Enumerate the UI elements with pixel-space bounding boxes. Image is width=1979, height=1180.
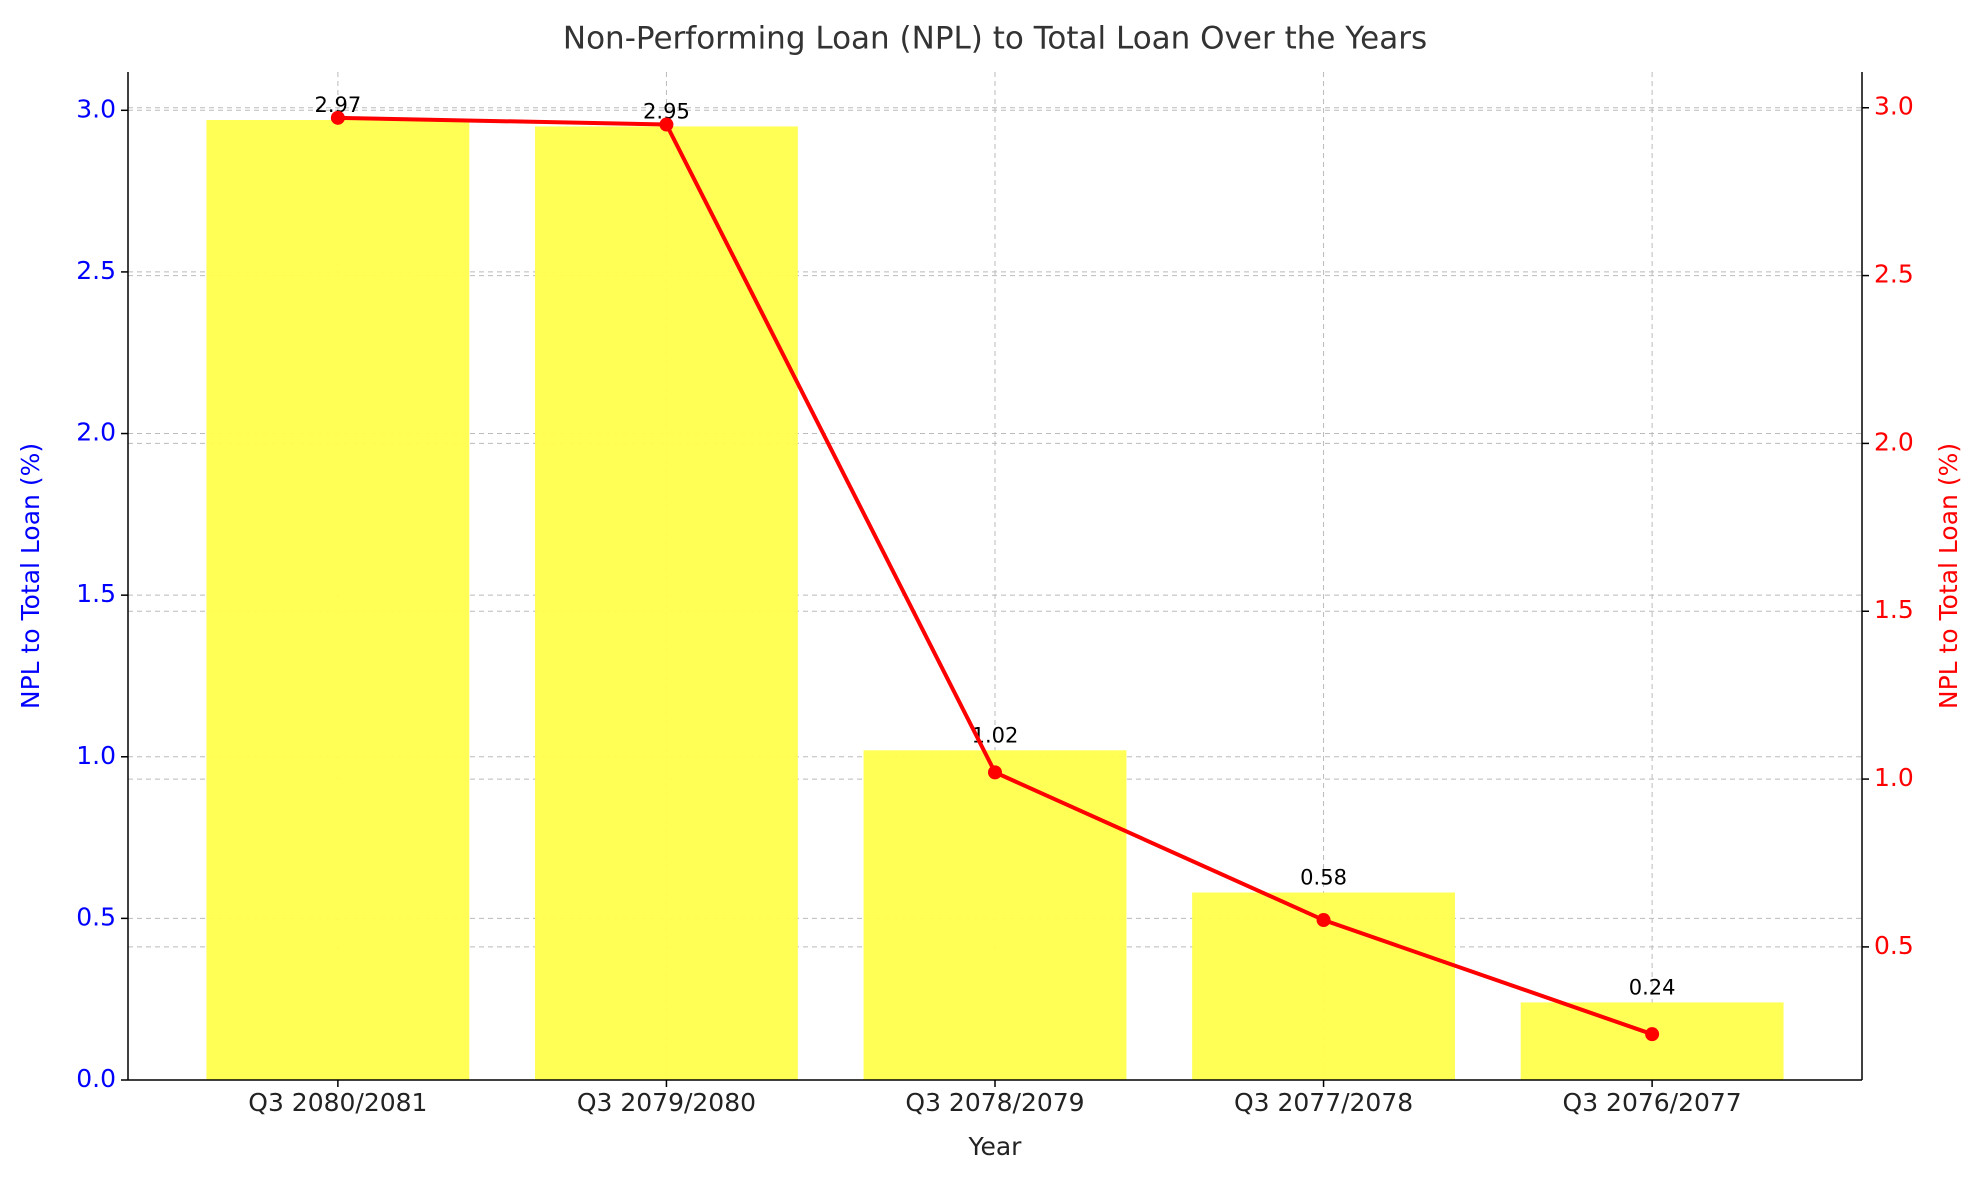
y-tick-label: 0.5	[76, 902, 116, 931]
y2-tick-label: 1.0	[1874, 763, 1914, 792]
bar	[863, 750, 1127, 1080]
line-point	[659, 117, 674, 132]
line-point	[1316, 913, 1331, 928]
line-point	[1645, 1027, 1660, 1042]
bar	[1520, 1002, 1784, 1080]
data-label: 0.58	[1300, 866, 1347, 890]
y2-tick-label: 0.5	[1874, 931, 1914, 960]
line-point	[330, 110, 345, 125]
y2-tick-label: 2.0	[1874, 427, 1914, 456]
y-tick-label: 3.0	[76, 94, 116, 123]
y2-tick-label: 3.0	[1874, 92, 1914, 121]
x-axis-label: Year	[968, 1132, 1023, 1161]
line-point	[988, 765, 1002, 780]
x-tick-label: Q3 2077/2078	[1234, 1088, 1413, 1117]
x-tick-label: Q3 2080/2081	[248, 1088, 427, 1117]
x-tick-label: Q3 2079/2080	[577, 1088, 756, 1117]
chart-title: Non-Performing Loan (NPL) to Total Loan …	[563, 21, 1427, 57]
y-tick-label: 1.5	[76, 579, 116, 608]
x-tick-label: Q3 2078/2079	[905, 1088, 1084, 1117]
y-tick-label: 2.5	[76, 256, 116, 285]
bar	[206, 120, 470, 1080]
y-tick-label: 0.0	[76, 1064, 116, 1093]
x-tick-label: Q3 2076/2077	[1563, 1088, 1742, 1117]
y2-tick-label: 2.5	[1874, 260, 1914, 289]
y2-axis-label: NPL to Total Loan (%)	[1934, 443, 1963, 709]
y2-tick-label: 1.5	[1874, 595, 1914, 624]
y-tick-label: 2.0	[76, 418, 116, 447]
data-label: 0.24	[1629, 975, 1676, 999]
y-tick-label: 1.0	[76, 741, 116, 770]
bar	[535, 126, 798, 1080]
y-axis-label: NPL to Total Loan (%)	[16, 443, 45, 709]
